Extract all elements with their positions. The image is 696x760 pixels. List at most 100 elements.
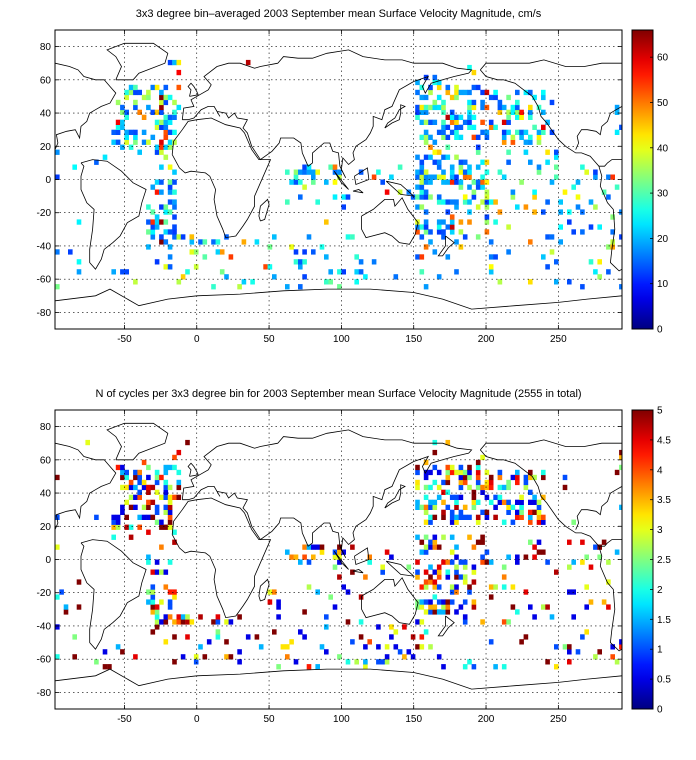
data-bin [541,129,546,135]
data-bin [462,504,468,510]
data-bin [419,634,425,640]
data-bin [471,124,477,130]
data-bin [449,129,455,135]
data-bin [588,599,594,605]
data-bin [528,239,533,245]
data-bin [180,619,186,625]
data-bin [436,224,442,230]
data-bin [475,514,481,520]
data-bin [436,194,442,200]
data-bin [250,279,255,285]
data-bin [462,474,468,481]
data-bin [432,534,438,540]
data-bin [423,209,429,215]
data-bin [128,534,134,540]
data-bin [484,89,490,96]
data-bin [428,179,433,185]
coastline [171,117,272,239]
data-bin [137,524,142,530]
data-bin [354,254,359,260]
data-bin [436,564,442,570]
data-bin [536,509,542,515]
data-bin [484,199,490,205]
data-bin [285,199,290,205]
data-bin [137,469,142,476]
data-bin [428,644,433,650]
data-bin [367,554,372,560]
data-bin [554,149,559,155]
data-bin [567,564,572,570]
data-bin [528,89,533,96]
data-bin [302,249,307,255]
data-bin [154,619,160,625]
data-bin [159,619,164,625]
coastline [479,439,622,451]
data-bin [454,129,459,135]
data-bin [167,504,173,510]
data-bin [432,584,438,590]
data-bin [419,269,425,275]
data-bin [449,464,455,471]
data-bin [428,604,433,610]
data-bin [554,174,559,180]
data-bin [467,584,472,590]
y-tick-label: 0 [45,175,51,186]
data-bin [215,629,221,635]
data-bin [471,579,477,585]
data-bin [588,224,594,230]
data-bin [415,604,420,610]
data-bin [436,174,442,180]
data-bin [580,559,585,565]
data-bin [159,179,164,185]
data-bin [467,99,472,106]
data-bin [337,284,342,290]
data-bin [484,559,490,565]
data-bin [593,204,598,210]
data-bin [337,169,342,175]
data-bin [163,219,169,225]
data-bin [545,264,550,270]
data-bin [146,474,151,481]
data-bin [302,184,307,190]
colorbar-tick-label: 2 [657,585,663,596]
data-bin [154,109,160,115]
colorbar-tick-label: 4 [657,465,663,476]
data-bin [480,559,485,565]
data-bin [124,139,129,145]
data-bin [55,149,60,155]
colorbar-tick-label: 5 [657,406,663,417]
data-bin [419,174,425,180]
data-bin [419,549,425,555]
data-bin [215,619,221,625]
data-bin [506,504,511,510]
data-bin [376,169,381,175]
data-bin [432,604,438,610]
data-bin [337,269,342,275]
data-bin [441,234,446,240]
data-bin [150,109,156,115]
cycles-map-title: N of cycles per 3x3 degree bin for 2003 … [95,388,582,400]
colorbar [631,29,654,330]
data-bin [488,484,494,491]
data-bin [176,234,182,240]
data-bin [528,469,533,476]
data-bin [124,109,129,115]
data-bin [267,599,273,605]
data-bin [458,474,464,481]
data-bin [441,119,446,125]
data-bin [337,554,342,560]
data-bin [237,649,242,655]
data-bin [445,609,451,615]
data-bin [198,644,203,650]
data-bin [441,174,446,180]
data-bin [111,139,116,145]
data-bin [163,639,169,645]
data-bin [488,479,494,486]
data-bin [471,544,477,550]
data-bin [432,479,438,486]
data-bin [528,539,533,545]
data-bin [289,554,294,560]
data-bin [541,124,546,130]
data-bin [419,179,425,185]
data-bin [402,654,407,660]
